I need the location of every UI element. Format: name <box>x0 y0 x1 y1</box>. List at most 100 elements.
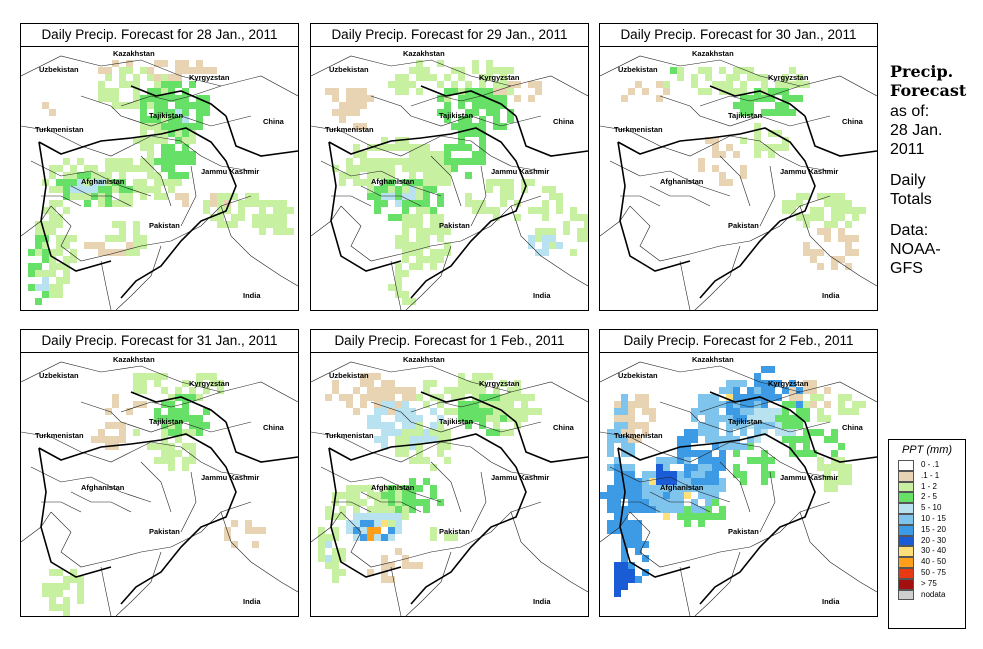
precip-cell <box>395 144 402 151</box>
precip-cell <box>140 158 147 165</box>
precip-cell <box>747 415 754 422</box>
precip-cell <box>768 408 775 415</box>
precip-cell <box>402 387 409 394</box>
precip-cell <box>528 179 535 186</box>
precip-cell <box>381 429 388 436</box>
precip-cell <box>346 109 353 116</box>
precip-cell <box>112 60 119 67</box>
precip-cell <box>346 492 353 499</box>
precip-cell <box>77 179 84 186</box>
precip-cell <box>726 415 733 422</box>
country-boundary <box>328 433 527 605</box>
precip-cell <box>712 401 719 408</box>
precip-cell <box>789 415 796 422</box>
precip-cell <box>147 172 154 179</box>
precip-cell <box>402 179 409 186</box>
precip-cell <box>168 457 175 464</box>
precip-cell <box>63 158 70 165</box>
precip-cell <box>740 95 747 102</box>
precip-cell <box>189 130 196 137</box>
precip-cell <box>621 408 628 415</box>
country-label-kazakhstan: Kazakhstan <box>403 355 445 364</box>
precip-cell <box>423 380 430 387</box>
precip-cell <box>430 527 437 534</box>
precip-cell <box>486 373 493 380</box>
precip-cell <box>133 74 140 81</box>
legend-swatch <box>898 481 914 493</box>
precip-cell <box>761 478 768 485</box>
precip-cell <box>119 172 126 179</box>
precip-cell <box>831 450 838 457</box>
precip-cell <box>168 415 175 422</box>
precip-cell <box>642 499 649 506</box>
precip-cell <box>416 88 423 95</box>
precip-cell <box>325 562 332 569</box>
country-label-china: China <box>263 423 285 432</box>
province-boundary <box>430 155 462 207</box>
precip-cell <box>500 193 507 200</box>
precip-cell <box>416 214 423 221</box>
precip-cell <box>663 478 670 485</box>
precip-cell <box>486 102 493 109</box>
country-label-kyrgyzstan: Kyrgyzstan <box>479 379 520 388</box>
precip-cell <box>245 200 252 207</box>
precip-cell <box>409 478 416 485</box>
precip-cell <box>430 221 437 228</box>
province-boundary <box>370 401 542 433</box>
precip-cell <box>367 165 374 172</box>
precip-cell <box>430 249 437 256</box>
precip-cell <box>691 471 698 478</box>
precip-cell <box>388 284 395 291</box>
precip-cell <box>381 499 388 506</box>
precip-cell <box>416 151 423 158</box>
province-boundary <box>609 160 731 197</box>
precip-cell <box>133 221 140 228</box>
precip-cell <box>168 394 175 401</box>
precip-cell <box>409 485 416 492</box>
precip-cell <box>374 422 381 429</box>
precip-cell <box>273 214 280 221</box>
precip-cell <box>733 102 740 109</box>
precip-cell <box>535 235 542 242</box>
precip-cell <box>416 429 423 436</box>
precip-cell <box>332 95 339 102</box>
precip-cell <box>374 513 381 520</box>
country-label-afghanistan: Afghanistan <box>371 177 415 186</box>
precip-cell <box>182 144 189 151</box>
precip-cell <box>649 408 656 415</box>
precip-cell <box>635 499 642 506</box>
precip-cell <box>642 492 649 499</box>
map-canvas: KazakhstanUzbekistanKyrgyzstanTajikistan… <box>600 49 877 310</box>
precip-cell <box>332 576 339 583</box>
precip-cell <box>56 186 63 193</box>
precip-cell <box>635 422 642 429</box>
precip-cell <box>182 102 189 109</box>
precip-cell <box>402 74 409 81</box>
precip-cell <box>182 408 189 415</box>
precip-cell <box>346 394 353 401</box>
precip-cell <box>423 387 430 394</box>
precip-cell <box>273 207 280 214</box>
precip-cell <box>133 228 140 235</box>
precip-cell <box>493 116 500 123</box>
precip-cell <box>607 443 614 450</box>
precip-cell <box>49 604 56 611</box>
precip-cell <box>479 151 486 158</box>
precip-cell <box>479 88 486 95</box>
precip-cell <box>817 263 824 270</box>
country-label-china: China <box>553 117 575 126</box>
precip-cell <box>628 506 635 513</box>
legend-item: 40 - 50 <box>889 557 965 568</box>
precip-cell <box>360 179 367 186</box>
precip-cell <box>838 443 845 450</box>
precip-cell <box>621 443 628 450</box>
precip-cell <box>63 256 70 263</box>
precip-cell <box>437 436 444 443</box>
precip-cell <box>635 492 642 499</box>
precip-cell <box>49 284 56 291</box>
precip-cell <box>740 408 747 415</box>
precip-cell <box>796 422 803 429</box>
precip-cell <box>782 102 789 109</box>
precip-cell <box>642 401 649 408</box>
precip-cell <box>614 457 621 464</box>
